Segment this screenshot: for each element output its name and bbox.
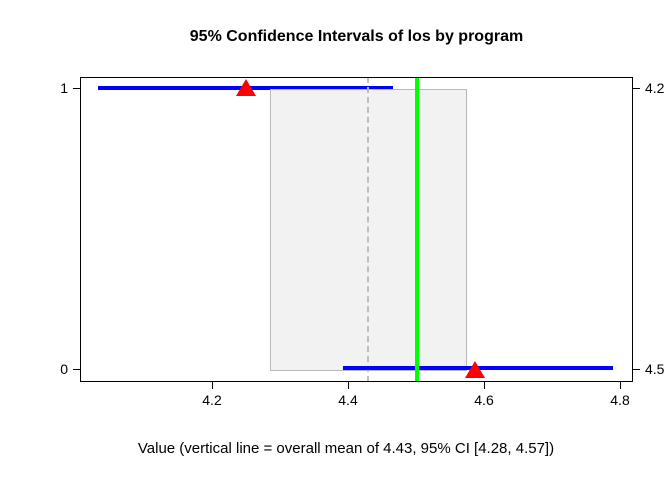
y-tick-1 — [73, 88, 80, 89]
x-tick-label-4-8: 4.8 — [610, 392, 630, 408]
right-tick-0 — [633, 369, 640, 370]
group-1-mean-triangle-marker — [236, 79, 256, 96]
x-tick-4-6 — [484, 382, 485, 389]
x-tick-label-4-4: 4.4 — [338, 392, 358, 408]
right-axis-label-group-0: 4.5 — [645, 361, 665, 377]
overall-mean-dashed-line — [367, 77, 369, 382]
x-tick-4-8 — [620, 382, 621, 389]
x-axis-caption: Value (vertical line = overall mean of 4… — [137, 440, 555, 457]
group-0-mean-triangle-marker — [465, 361, 485, 378]
right-tick-1 — [633, 88, 640, 89]
y-tick-label-0: 0 — [60, 361, 68, 377]
x-tick-4-4 — [348, 382, 349, 389]
x-tick-label-4-2: 4.2 — [202, 392, 222, 408]
y-tick-label-1: 1 — [60, 80, 68, 96]
x-tick-label-4-6: 4.6 — [474, 392, 494, 408]
y-tick-0 — [73, 369, 80, 370]
reference-line — [415, 77, 419, 382]
right-axis-label-group-1: 4.2 — [645, 80, 665, 96]
x-tick-4-2 — [212, 382, 213, 389]
plot-border — [80, 77, 633, 382]
chart-title: 95% Confidence Intervals of los by progr… — [189, 28, 524, 45]
